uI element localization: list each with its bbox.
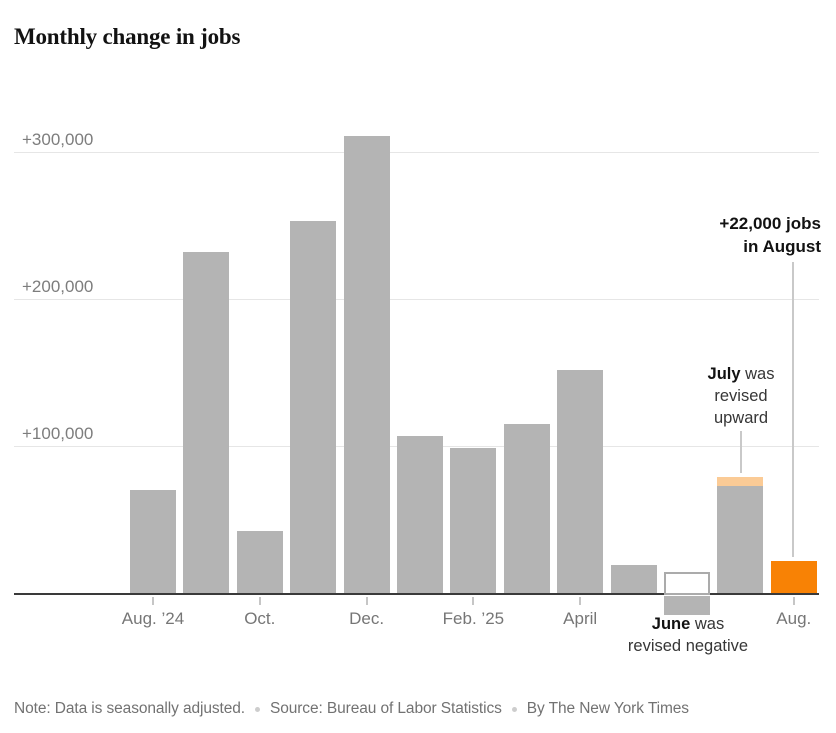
separator-dot: [511, 706, 517, 712]
x-axis-tick: [365, 597, 368, 605]
x-axis-label: Aug.: [776, 609, 812, 628]
x-axis-label: Dec.: [349, 609, 385, 628]
x-axis-tick: [258, 597, 261, 605]
gridline: [14, 299, 819, 300]
annotation-july-line1: July was: [708, 363, 775, 385]
x-axis-label: Aug. ’24: [121, 609, 185, 628]
annotation-june-bold: June: [651, 615, 691, 633]
bar-aug-2025: [770, 560, 817, 593]
bar-nov-2024: [290, 221, 337, 593]
bar-march-2025: [503, 424, 550, 593]
bar-jan-2025: [397, 435, 443, 593]
annotation-june-rest: was: [690, 615, 725, 633]
bar-oct-2024: [236, 531, 283, 593]
annotation-july-line2: revised: [714, 387, 768, 405]
bar-july-2025: [717, 485, 764, 593]
bar-dec-2024: [343, 135, 390, 593]
footer-byline: By The New York Times: [526, 700, 689, 717]
annotation-june-line1: June was: [628, 613, 748, 635]
annotation-july-bold: July: [707, 365, 741, 383]
y-axis-label: +100,000: [22, 424, 94, 443]
bar-may-2025: [610, 565, 657, 593]
annotation-august-jobs: +22,000 jobs in August: [719, 212, 821, 258]
x-axis-tick: [152, 597, 154, 605]
footer: Note: Data is seasonally adjusted. Sourc…: [14, 699, 689, 719]
x-axis-tick: [579, 597, 582, 605]
july-leader-line: [740, 431, 742, 473]
bar-feb-2025: [450, 447, 497, 593]
y-axis-label: +200,000: [22, 277, 94, 296]
page-title: Monthly change in jobs: [14, 24, 241, 50]
x-axis-tick: [472, 597, 475, 605]
july-revision-cap: [717, 476, 764, 486]
x-axis-tick: [792, 597, 795, 605]
x-axis-label: April: [563, 609, 598, 628]
bar-sept-2024: [183, 252, 230, 593]
separator-dot: [254, 706, 260, 712]
annotation-august-line2: in August: [743, 237, 821, 256]
annotation-june-revision: June was revised negative: [628, 613, 748, 657]
x-axis-label: Oct.: [244, 609, 276, 628]
bar-june-2025-negative-bar: [664, 595, 710, 615]
annotation-july-rest: was: [740, 365, 775, 383]
x-axis-baseline: [14, 593, 819, 595]
annotation-july-revision: July was revised upward: [708, 363, 775, 429]
y-axis-label: +300,000: [22, 130, 94, 149]
august-leader-line: [792, 262, 794, 557]
annotation-july-line3: upward: [713, 409, 769, 427]
annotation-august-line1: +22,000 jobs: [719, 214, 821, 233]
bar-aug-2024: [130, 490, 176, 593]
june-prior-estimate-outline: [664, 572, 710, 595]
footer-source: Source: Bureau of Labor Statistics: [269, 700, 502, 717]
x-axis-label: Feb. ’25: [442, 609, 505, 628]
bar-april-2025: [557, 369, 604, 593]
footer-note: Note: Data is seasonally adjusted.: [14, 700, 245, 717]
annotation-june-line2: revised negative: [627, 637, 749, 655]
gridline: [14, 152, 819, 153]
